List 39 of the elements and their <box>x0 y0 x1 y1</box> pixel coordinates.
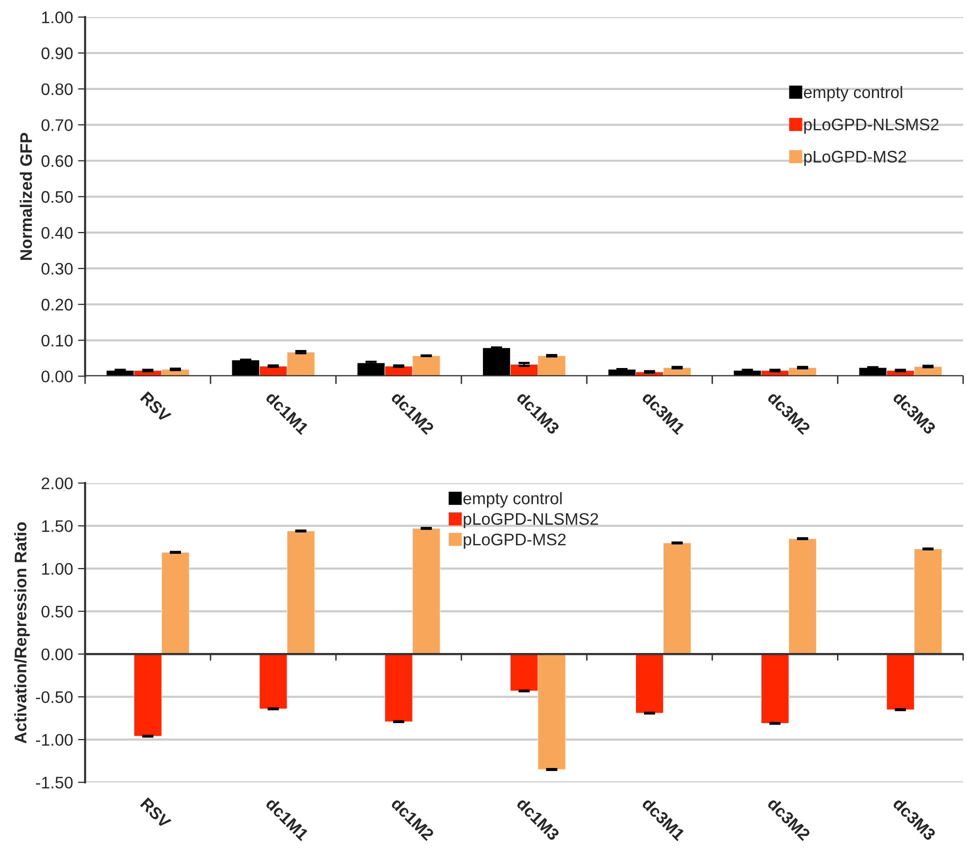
y-tick-label: 0.50 <box>42 606 73 618</box>
y-tick-label: 0.60 <box>42 155 73 167</box>
y-tick-label: 1.00 <box>42 12 73 24</box>
y-tick-label: -0.50 <box>36 691 73 704</box>
y-axis-title: Activation/Repression Ratio <box>14 522 30 744</box>
y-tick-label: 0.30 <box>42 262 73 275</box>
bar <box>636 654 664 714</box>
y-tick-label: -1.50 <box>36 776 73 789</box>
legend-label: pLoGPD-NLSMS2 <box>804 118 939 134</box>
bar <box>788 538 817 654</box>
y-tick-label: 0.90 <box>42 47 73 60</box>
bar <box>412 528 440 654</box>
bar <box>286 530 315 654</box>
y-tick-label: 0.70 <box>42 119 73 132</box>
bar <box>914 548 942 654</box>
y-tick-label: 2.00 <box>42 477 73 490</box>
y-tick-label: 0.50 <box>42 191 73 203</box>
y-tick-label: -1.00 <box>36 734 73 746</box>
bar <box>886 654 914 710</box>
bar <box>259 654 288 710</box>
bar <box>161 552 190 654</box>
legend-label: pLoGPD-NLSMS2 <box>464 513 598 528</box>
legend-label: pLoGPD-MS2 <box>804 150 906 166</box>
y-axis-title: Normalized GFP <box>20 132 32 260</box>
bar <box>134 654 162 736</box>
y-tick-label: 1.00 <box>42 562 73 575</box>
y-tick-label: 1.50 <box>42 520 73 532</box>
legend-label: empty control <box>804 86 902 102</box>
y-tick-label: 0.80 <box>42 83 73 96</box>
bar <box>384 654 413 722</box>
y-tick-label: 0.00 <box>42 370 73 382</box>
legend-label: pLoGPD-MS2 <box>464 534 566 549</box>
bar <box>760 654 789 724</box>
y-tick-label: 0.40 <box>42 226 73 239</box>
legend-label: empty control <box>463 492 562 508</box>
y-tick-label: 0.10 <box>42 334 73 346</box>
bar <box>663 542 692 654</box>
y-tick-label: 0.00 <box>42 648 73 660</box>
y-tick-label: 0.20 <box>42 298 73 311</box>
